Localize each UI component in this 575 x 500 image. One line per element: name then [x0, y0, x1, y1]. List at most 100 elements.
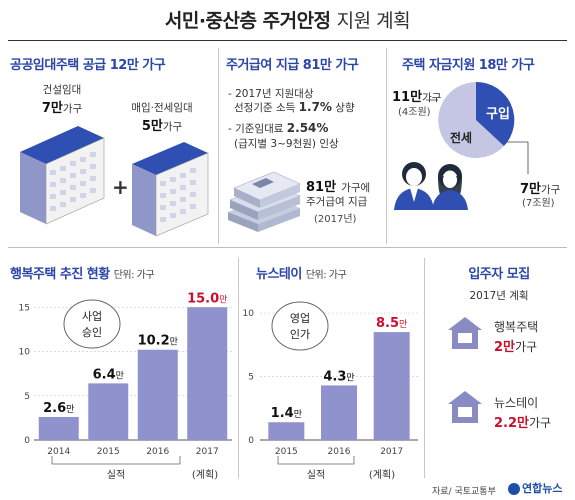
newstay-bar-value-unit: 만 [294, 409, 302, 420]
happy-actual-bracket [51, 456, 181, 465]
happy-category-label: 2014 [47, 447, 70, 457]
benefit-bullet1-line2: 선정기준 소득 1.7% 상향 [234, 100, 355, 115]
happy-bar [88, 383, 129, 440]
purchase-rental-value-line: 5만가구 [112, 115, 212, 134]
purchase-rental-value: 5만 [141, 119, 163, 134]
housing-fund-title: 주택 자금지원 18만 가구 [402, 58, 535, 73]
purchase-unit: 가구 [541, 184, 561, 196]
happy-bar [38, 416, 79, 440]
newstay-bar-value-label: 4.3만 [323, 369, 354, 384]
jeonse-unit: 가구 [422, 92, 442, 104]
middle-divider [8, 247, 567, 248]
benefit-bullet2-line2: (급지별 3~9천원) 인상 [234, 138, 339, 150]
recruit-newstay-value: 2.2만 [494, 416, 529, 431]
newstay-ytick-label: 10 [243, 309, 255, 319]
apartment-illustration: + [20, 126, 209, 237]
happy-bar [187, 307, 228, 440]
pie-slice-jeonse [438, 82, 504, 158]
benefit-bullet1-line1: - 2017년 지원대상 [228, 88, 314, 100]
happy-bar-value-label: 2.6만 [43, 401, 74, 416]
building-icon-large [20, 126, 105, 225]
happy-housing-chart: 사업 승인 실적 (계획) 0 5 10 15 2.6만 2014 6.4만 2015 10.2… [19, 291, 232, 481]
title-divider [8, 40, 567, 41]
money-value-line: 81만 가구에 [306, 176, 370, 195]
pie-slice-purchase [476, 81, 515, 146]
newstay-actual-label: 실적 [307, 469, 325, 481]
happy-bar-value-label: 6.4만 [93, 367, 124, 382]
happy-category-label: 2015 [97, 447, 120, 457]
newstay-category-label: 2016 [328, 447, 351, 457]
public-rental-title: 공공임대주택 공급 12만 가구 [10, 58, 166, 73]
building-icon-small [132, 142, 209, 237]
benefit-bullet2-value: 2.54% [286, 121, 329, 135]
purchase-value: 7만 [520, 182, 542, 197]
divider-top-2 [386, 48, 387, 244]
couple-icon [394, 162, 468, 210]
happy-ytick-label: 15 [19, 303, 30, 313]
newstay-ytick-label: 5 [248, 373, 254, 383]
benefit-bullet1-suffix: 상향 [335, 102, 355, 114]
recruit-happy-unit: 가구 [515, 340, 538, 354]
plus-sign: + [112, 175, 129, 199]
newstay-bubble-line2: 인가 [290, 328, 310, 341]
happy-bar-value-unit: 만 [116, 370, 124, 381]
happy-chart-title-line: 행복주택 추진 현황 단위: 가구 [10, 263, 155, 282]
happy-category-label: 2016 [146, 447, 169, 457]
newstay-chart-title-line: 뉴스테이 단위: 가구 [256, 263, 347, 282]
purchase-rental-label: 매입·전세임대 [131, 102, 193, 114]
recruit-title: 입주자 모집 [468, 267, 530, 282]
fund-pie-chart: 전세 구입 [394, 81, 529, 210]
money-line2: 주거급여 지급 [306, 196, 368, 208]
happy-bubble-line2: 승인 [82, 326, 102, 339]
newstay-bar [321, 385, 357, 440]
divider-bottom-2 [424, 258, 425, 478]
happy-bar-value-label: 10.2만 [138, 334, 178, 349]
newstay-bubble [271, 301, 329, 351]
construction-value: 7만 [41, 101, 63, 116]
money-stack-icon [228, 171, 301, 232]
happy-actual-label: 실적 [107, 469, 125, 481]
newstay-bar-value-unit: 만 [399, 319, 407, 330]
newstay-bar-value-label: 1.4만 [271, 406, 302, 421]
construction-label: 건설임대 [42, 84, 82, 96]
divider-top-1 [218, 48, 219, 244]
newstay-bar-value-label: 8.5만 [376, 316, 407, 331]
purchase-leader-line [506, 141, 529, 174]
recruit-newstay-label: 뉴스테이 [494, 396, 539, 410]
happy-ytick-label: 0 [24, 436, 30, 446]
divider-bottom-1 [238, 258, 239, 478]
happy-bar [137, 349, 178, 440]
newstay-category-label: 2015 [275, 447, 298, 457]
title-bold: 서민·중산층 주거안정 [164, 10, 331, 32]
happy-chart-title: 행복주택 추진 현황 [10, 267, 110, 282]
housing-benefit-title: 주거급여 지급 81만 가구 [226, 58, 359, 73]
construction-value-line: 7만가구 [22, 97, 102, 116]
logo-circle-icon [508, 483, 520, 495]
money-value: 81만 [306, 180, 337, 195]
purchase-value-line: 7만가구 [520, 178, 560, 197]
jeonse-value-line: 11만가구 [392, 86, 441, 105]
recruit-newstay-unit: 가구 [529, 416, 552, 430]
jeonse-value: 11만 [392, 90, 423, 105]
happy-bar-value-unit: 만 [66, 404, 74, 415]
pie-label-jeonse: 전세 [450, 130, 472, 145]
source-text: 자료/ 국토교통부 [432, 487, 496, 497]
newstay-category-label: 2017 [380, 447, 403, 457]
newstay-plan-label: (계획) [369, 469, 395, 481]
money-line3: (2017년) [314, 214, 357, 225]
jeonse-amount: (4조원) [398, 107, 431, 118]
happy-ytick-label: 5 [24, 392, 30, 402]
benefit-bullet1-value: 1.7% [298, 100, 332, 114]
happy-category-label: 2017 [196, 447, 219, 457]
happy-bubble-line1: 사업 [82, 310, 102, 323]
benefit-bullet2-text: - 기준임대료 [228, 123, 284, 135]
recruit-happy-value: 2만 [494, 340, 516, 355]
newstay-chart: 영업 인가 실적 (계획) 0 5 10 1.4만 2015 4.3만 2016 8.5만 20… [243, 301, 418, 481]
recruit-newstay-value-line: 2.2만가구 [494, 412, 551, 431]
newstay-chart-title: 뉴스테이 [256, 267, 302, 282]
recruit-plan: 2017년 계획 [469, 290, 529, 302]
house-icon-newstay [448, 391, 482, 423]
money-line1: 가구에 [341, 182, 371, 194]
newstay-ytick-label: 0 [248, 436, 254, 446]
